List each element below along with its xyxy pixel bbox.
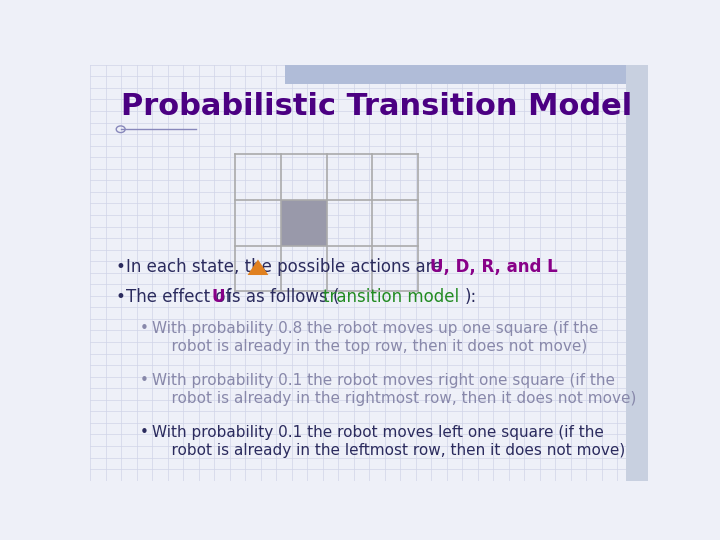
Text: •: • bbox=[140, 373, 149, 388]
Text: ):: ): bbox=[464, 288, 477, 306]
Text: •: • bbox=[115, 258, 125, 276]
Text: U: U bbox=[212, 288, 225, 306]
Text: Probabilistic Transition Model: Probabilistic Transition Model bbox=[121, 92, 632, 121]
Text: The effect of: The effect of bbox=[126, 288, 237, 306]
Text: •: • bbox=[140, 426, 149, 440]
Text: •: • bbox=[115, 288, 125, 306]
Text: In each state, the possible actions are: In each state, the possible actions are bbox=[126, 258, 448, 276]
Bar bbox=[281, 200, 327, 246]
Text: U, D, R, and L: U, D, R, and L bbox=[430, 258, 557, 276]
Bar bbox=[626, 65, 648, 481]
Text: With probability 0.1 the robot moves right one square (if the
    robot is alrea: With probability 0.1 the robot moves rig… bbox=[153, 373, 637, 406]
Text: With probability 0.8 the robot moves up one square (if the
    robot is already : With probability 0.8 the robot moves up … bbox=[153, 321, 599, 354]
Text: •: • bbox=[140, 321, 149, 336]
Text: is as follows (: is as follows ( bbox=[222, 288, 339, 306]
Polygon shape bbox=[248, 260, 269, 275]
Text: transition model: transition model bbox=[323, 288, 459, 306]
Text: With probability 0.1 the robot moves left one square (if the
    robot is alread: With probability 0.1 the robot moves lef… bbox=[153, 426, 626, 458]
Bar bbox=[285, 65, 648, 84]
